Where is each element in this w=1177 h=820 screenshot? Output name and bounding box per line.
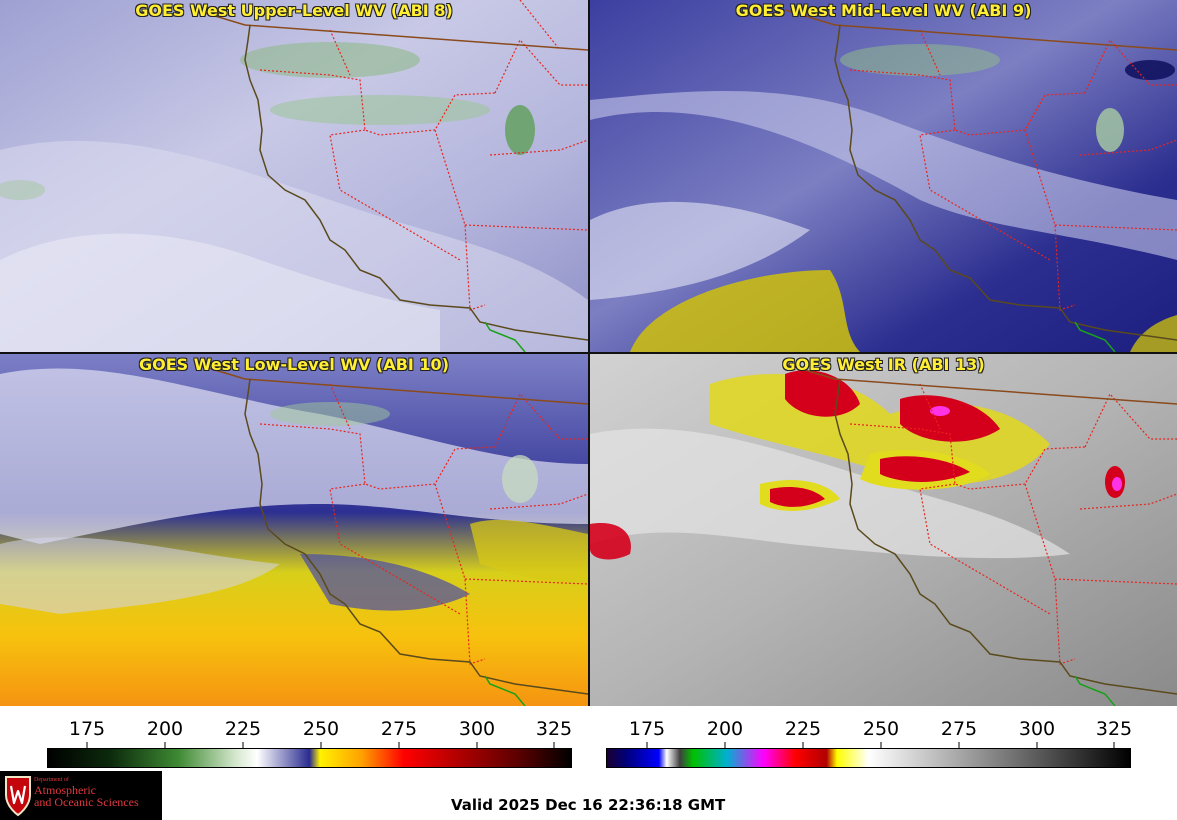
wv-tick-label: 250 [302, 718, 340, 740]
mexico-coast [484, 321, 526, 352]
mid-level-wv-image [590, 0, 1177, 352]
valid-time: Valid 2025 Dec 16 22:36:18 GMT [451, 796, 726, 814]
west-coast [244, 24, 588, 341]
mexico-coast [1074, 321, 1116, 352]
uw-aos-logo: Department of Atmospheric and Oceanic Sc… [0, 771, 162, 820]
low-level-wv-panel: GOES West Low-Level WV (ABI 10) [0, 354, 588, 706]
west-coast [244, 378, 588, 695]
ir-image [590, 354, 1177, 706]
ir-panel: GOES West IR (ABI 13) [590, 354, 1177, 706]
wv-tick-label: 325 [535, 718, 573, 740]
state-borders [849, 383, 1177, 665]
ir-tick-label: 300 [1018, 718, 1056, 740]
canada-border [784, 363, 1177, 405]
ir-tick-label: 200 [706, 718, 744, 740]
ir-tick-label: 325 [1095, 718, 1133, 740]
upper-level-wv-panel: GOES West Upper-Level WV (ABI 8) [0, 0, 588, 352]
canada-border [194, 9, 588, 51]
mid-level-wv-panel: GOES West Mid-Level WV (ABI 9) [590, 0, 1177, 352]
upper-level-wv-image [0, 0, 588, 352]
ir-tick-label: 275 [940, 718, 978, 740]
ir-tick-label: 175 [628, 718, 666, 740]
logo-title-line1: Atmospheric [34, 783, 96, 797]
ir-tick-label: 250 [862, 718, 900, 740]
wv-tick-label: 225 [224, 718, 262, 740]
canada-border [784, 9, 1177, 51]
wv-colorbar [47, 742, 572, 768]
low-level-wv-image [0, 354, 588, 706]
canada-border [194, 363, 588, 405]
logo-dept-line: Department of [34, 777, 69, 783]
west-coast [834, 24, 1177, 341]
state-borders [849, 29, 1177, 311]
crest-icon [5, 776, 31, 817]
wv-tick-label: 175 [68, 718, 106, 740]
ir-tick-label: 225 [784, 718, 822, 740]
west-coast [834, 378, 1177, 695]
logo-title-line2: and Oceanic Sciences [34, 795, 139, 809]
state-borders [259, 383, 588, 665]
ir-colorbar [606, 742, 1131, 768]
panel-divider-horizontal [0, 352, 1177, 354]
wv-tick-label: 200 [146, 718, 184, 740]
mexico-coast [1074, 675, 1116, 706]
wv-tick-label: 275 [380, 718, 418, 740]
wv-tick-label: 300 [458, 718, 496, 740]
state-borders [259, 0, 588, 311]
mexico-coast [484, 675, 526, 706]
